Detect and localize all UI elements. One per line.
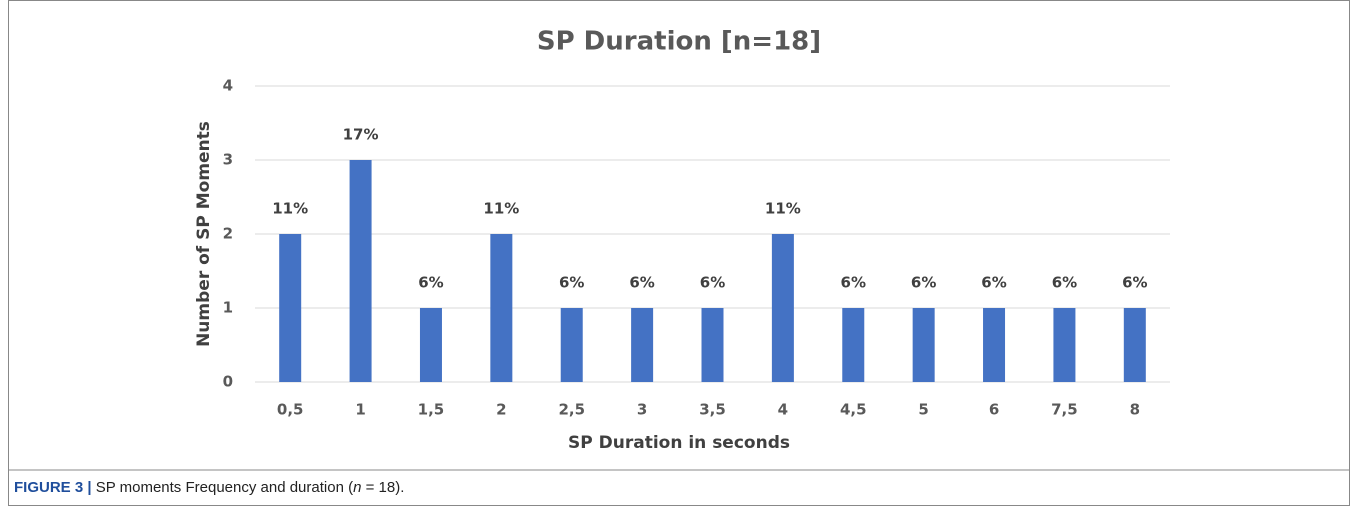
x-tick-label: 1,5 — [418, 401, 445, 419]
y-tick-label: 4 — [223, 77, 233, 95]
data-label: 6% — [1122, 274, 1147, 292]
data-label: 6% — [559, 274, 584, 292]
y-tick-label: 1 — [223, 299, 233, 317]
data-label: 6% — [700, 274, 725, 292]
bar — [279, 234, 302, 382]
figure-frame — [8, 0, 1350, 506]
data-label: 6% — [911, 274, 936, 292]
x-tick-label: 1 — [355, 401, 365, 419]
caption-rest: = 18). — [361, 479, 404, 496]
caption-n: n — [353, 479, 361, 496]
x-tick-label: 0,5 — [277, 401, 304, 419]
caption: FIGURE 3 | SP moments Frequency and dura… — [14, 479, 404, 496]
bar — [349, 160, 372, 382]
bar — [490, 234, 513, 382]
x-tick-label: 5 — [918, 401, 928, 419]
x-tick-label: 4,5 — [840, 401, 867, 419]
bar — [983, 308, 1006, 382]
x-axis-label: SP Duration in seconds — [568, 433, 790, 453]
y-tick-label: 3 — [223, 151, 233, 169]
x-tick-label: 6 — [989, 401, 999, 419]
x-tick-label: 2 — [496, 401, 506, 419]
bar — [912, 308, 935, 382]
caption-text: SP moments Frequency and duration ( — [96, 479, 353, 496]
x-tick-label: 2,5 — [558, 401, 585, 419]
data-label: 11% — [272, 200, 308, 218]
bar — [771, 234, 794, 382]
bar — [842, 308, 865, 382]
bar — [701, 308, 724, 382]
data-label: 11% — [765, 200, 801, 218]
y-tick-label: 0 — [223, 373, 233, 391]
bar — [631, 308, 654, 382]
data-label: 6% — [629, 274, 654, 292]
data-label: 6% — [841, 274, 866, 292]
bar — [560, 308, 583, 382]
data-label: 6% — [418, 274, 443, 292]
x-tick-label: 7,5 — [1051, 401, 1078, 419]
x-tick-label: 3 — [637, 401, 647, 419]
y-tick-label: 2 — [223, 225, 233, 243]
data-label: 6% — [981, 274, 1006, 292]
data-label: 11% — [483, 200, 519, 218]
bar — [419, 308, 442, 382]
x-tick-label: 3,5 — [699, 401, 726, 419]
y-axis-label: Number of SP Moments — [194, 121, 214, 347]
x-tick-label: 4 — [778, 401, 788, 419]
data-label: 17% — [343, 126, 379, 144]
chart-title: SP Duration [n=18] — [537, 27, 821, 57]
bar — [1053, 308, 1076, 382]
x-tick-label: 8 — [1130, 401, 1140, 419]
data-label: 6% — [1052, 274, 1077, 292]
caption-label: FIGURE 3 | — [14, 479, 92, 496]
bar — [1123, 308, 1146, 382]
